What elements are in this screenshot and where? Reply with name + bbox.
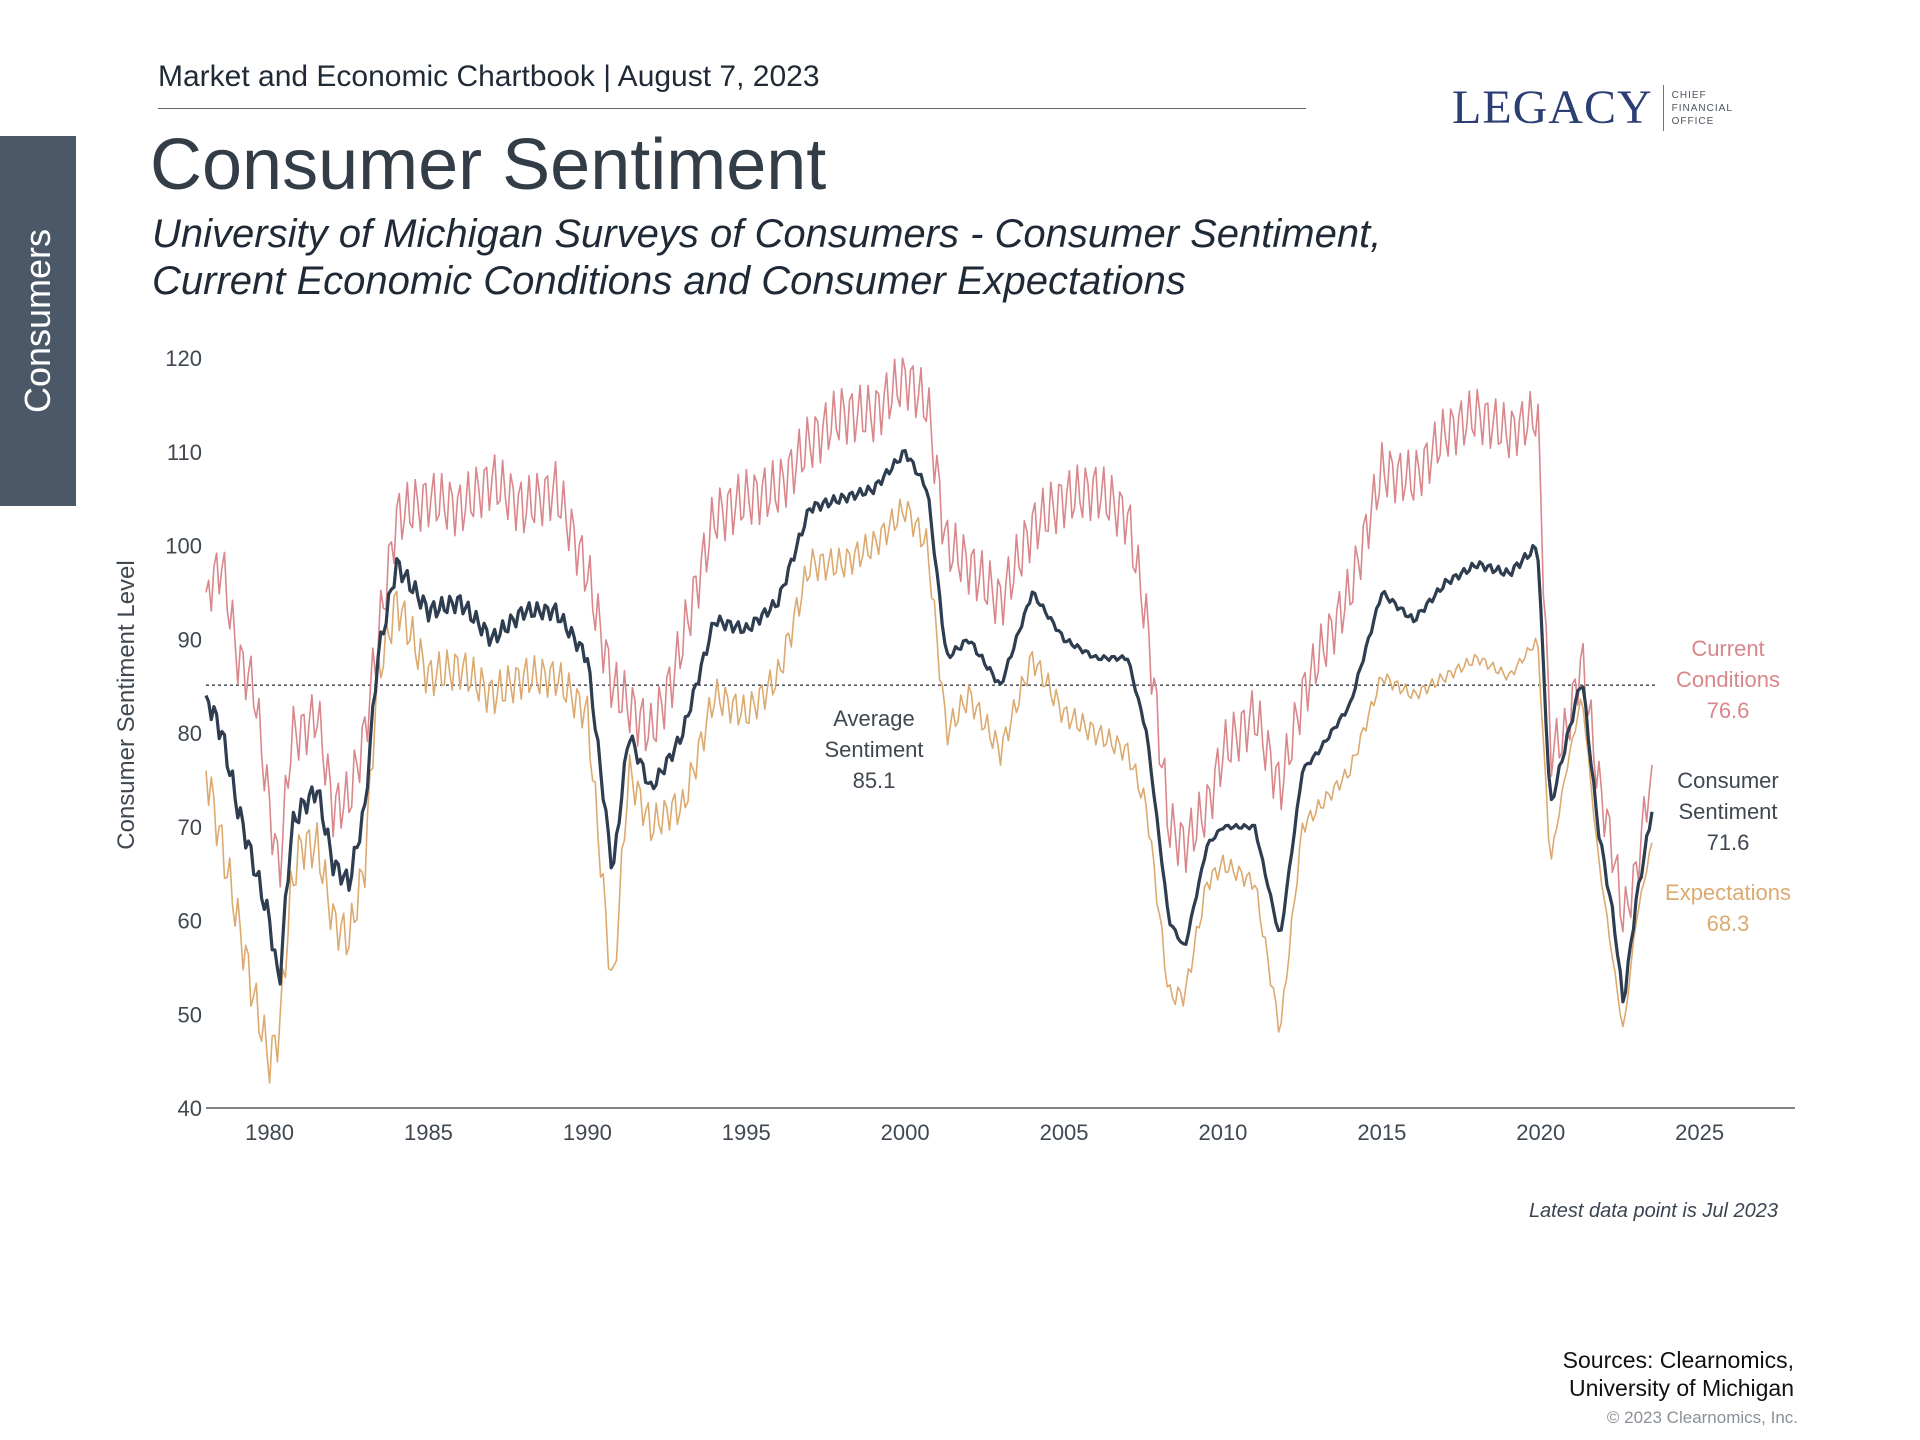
sources: Sources: Clearnomics, University of Mich… <box>1563 1346 1794 1402</box>
subtitle-line-1: University of Michigan Surveys of Consum… <box>152 212 1382 256</box>
series-layer <box>204 357 1658 1084</box>
copyright: © 2023 Clearnomics, Inc. <box>1606 1408 1798 1427</box>
y-tick-label: 60 <box>178 909 202 934</box>
x-tick-label: 1985 <box>404 1120 453 1145</box>
expectations-line <box>205 498 1653 1084</box>
subtitle-line-2: Current Economic Conditions and Consumer… <box>152 259 1186 303</box>
average-annotation-line: Sentiment <box>824 737 923 762</box>
label-layer: Average Sentiment 85.1 Current Conditions 76.… <box>824 636 1791 936</box>
side-tab <box>0 136 76 506</box>
y-tick-label: 120 <box>165 346 202 371</box>
sources-line-2: University of Michigan <box>1569 1375 1794 1401</box>
consumer-sentiment-label-line: Sentiment <box>1678 799 1777 824</box>
y-axis-title: Consumer Sentiment Level <box>113 560 140 849</box>
x-tick-label: 2020 <box>1516 1120 1565 1145</box>
current-conditions-label-line: Conditions <box>1676 667 1780 692</box>
consumer-sentiment-label-line: Consumer <box>1677 768 1778 793</box>
y-tick-label: 110 <box>167 440 202 465</box>
logo-wordmark: LEGACY <box>1452 81 1653 134</box>
y-tick-label: 80 <box>178 721 202 746</box>
average-annotation-line: Average <box>833 706 915 731</box>
logo-separator <box>1662 85 1664 131</box>
latest-data-note: Latest data point is Jul 2023 <box>1528 1200 1778 1222</box>
x-tick-label: 2010 <box>1198 1120 1247 1145</box>
y-tick-label: 40 <box>178 1096 202 1121</box>
current-conditions-label-line: Current <box>1691 636 1764 661</box>
chartbook-header: Market and Economic Chartbook | August 7… <box>158 60 820 93</box>
legacy-logo: LEGACY CHIEF FINANCIAL OFFICE <box>1452 82 1733 134</box>
consumer-sentiment-label-line: 71.6 <box>1707 830 1750 855</box>
x-tick-label: 2015 <box>1357 1120 1406 1145</box>
expectations-label-line: 68.3 <box>1707 911 1750 936</box>
x-tick-label: 2025 <box>1675 1120 1724 1145</box>
current-conditions-label-line: 76.6 <box>1707 698 1750 723</box>
y-tick-label: 100 <box>165 534 202 559</box>
header-divider <box>158 108 1306 109</box>
x-tick-label: 2000 <box>881 1120 930 1145</box>
y-tick-label: 70 <box>178 815 202 840</box>
logo-tagline: CHIEF FINANCIAL OFFICE <box>1671 89 1733 127</box>
average-annotation-line: 85.1 <box>853 768 896 793</box>
sources-line-1: Sources: Clearnomics, <box>1562 1347 1794 1373</box>
current-conditions-line <box>205 357 1653 933</box>
expectations-label-line: Expectations <box>1665 880 1791 905</box>
x-tick-label: 1990 <box>563 1120 612 1145</box>
axis-layer: 40 50 60 70 80 90 100 110 120 1980 1985 1990 1995 200… <box>113 346 1795 1145</box>
y-tick-label: 90 <box>178 627 202 652</box>
y-tick-label: 50 <box>178 1002 202 1027</box>
x-tick-label: 1980 <box>245 1120 294 1145</box>
page-title: Consumer Sentiment <box>150 125 827 205</box>
x-tick-label: 2005 <box>1040 1120 1089 1145</box>
x-tick-label: 1995 <box>722 1120 771 1145</box>
consumer-sentiment-line <box>204 449 1654 1004</box>
